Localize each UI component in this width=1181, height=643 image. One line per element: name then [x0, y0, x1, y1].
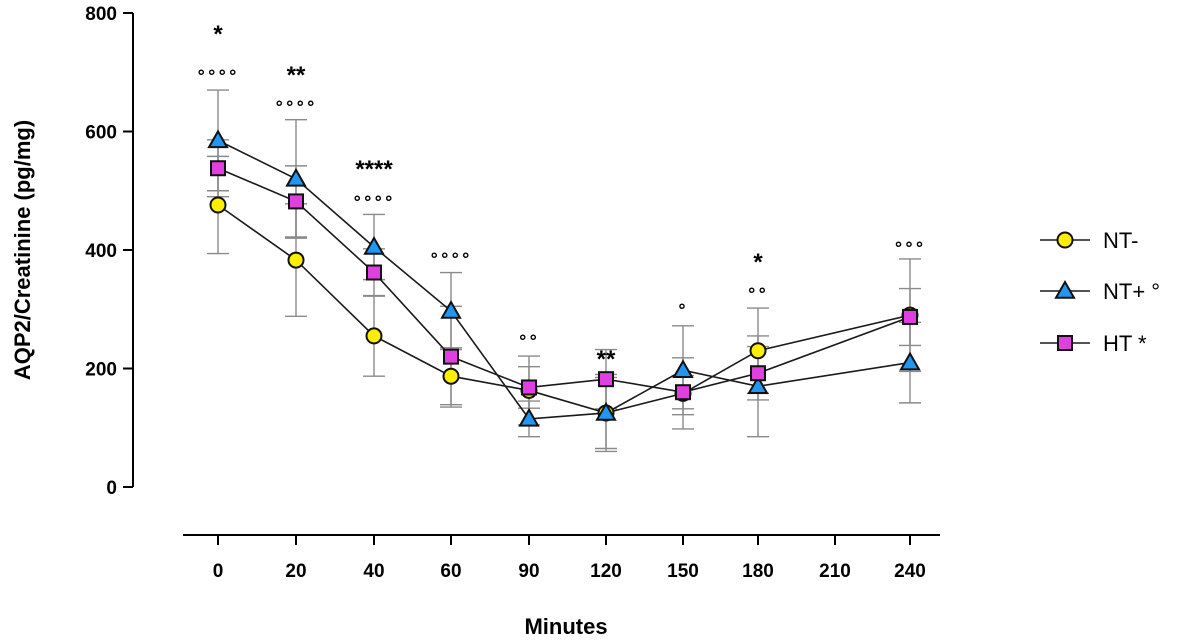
y-tick-label: 200 [85, 360, 117, 381]
legend-label: HT * [1103, 331, 1147, 356]
significance-circles: °° [519, 332, 540, 352]
data-point-nt- [363, 236, 385, 255]
axes: 0 200 400 600 800 0 20 40 60 90 120 150 180 210 240 [85, 4, 940, 582]
legend-marker [1057, 335, 1073, 351]
data-point-ht [521, 379, 537, 396]
significance-circles: °°°° [197, 67, 239, 87]
x-tick-label: 60 [440, 561, 461, 582]
legend: NT- NT+ ° HT * [1040, 228, 1160, 356]
data-point-ht [366, 264, 382, 281]
x-tick-label: 120 [590, 561, 622, 582]
error-bars [207, 89, 921, 453]
data-point-ht [210, 160, 226, 177]
significance-circles: °°°° [353, 193, 395, 213]
data-point-nt- [207, 129, 229, 149]
significance-circles: °°°° [430, 250, 472, 270]
x-tick-label: 90 [518, 561, 539, 582]
significance-stars: **** [355, 156, 393, 183]
significance-annotations: *°°°° **°°°°****°°°°°°°°°°**°*°°°°° [197, 21, 926, 373]
data-point-ht [750, 365, 766, 382]
y-tick-label: 800 [85, 4, 117, 25]
significance-stars: * [753, 249, 763, 276]
x-tick-label: 180 [742, 561, 774, 582]
significance-stars: ** [287, 62, 306, 89]
data-point-nt- [209, 196, 227, 214]
x-tick-label: 0 [213, 561, 224, 582]
data-point-ht [598, 371, 614, 388]
series-line-nt- [217, 139, 911, 420]
significance-stars: ** [597, 346, 616, 373]
significance-circles: °°°° [275, 98, 317, 118]
legend-marker [1054, 279, 1076, 299]
series-line-nt- [217, 204, 911, 414]
x-tick-label: 20 [285, 561, 306, 582]
y-tick-label: 400 [85, 241, 117, 262]
series-markers [207, 129, 921, 427]
data-point-nt- [747, 375, 769, 395]
data-point-ht [443, 348, 459, 365]
x-tick-label: 40 [363, 561, 384, 582]
y-tick-label: 600 [85, 123, 117, 144]
y-tick-label: 0 [106, 478, 117, 499]
data-point-nt- [365, 327, 383, 345]
data-point-nt- [749, 342, 767, 360]
data-point-ht [288, 193, 304, 210]
legend-item-nt-: NT- [1040, 228, 1138, 253]
x-tick-label: 150 [667, 561, 699, 582]
legend-label: NT- [1103, 228, 1138, 253]
data-point-nt- [440, 300, 462, 319]
significance-stars: * [213, 21, 223, 48]
legend-item-ht: HT * [1040, 331, 1147, 356]
significance-circles: ° [678, 301, 689, 321]
legend-label: NT+ ° [1103, 279, 1160, 304]
data-point-nt- [442, 367, 460, 385]
data-point-nt- [285, 167, 307, 187]
significance-circles: °°° [894, 239, 926, 259]
y-axis-title: AQP2/Creatinine (pg/mg) [10, 120, 35, 380]
significance-circles: °° [748, 285, 769, 305]
legend-marker [1056, 231, 1074, 249]
x-axis-title: Minutes [524, 614, 607, 639]
data-point-ht [902, 308, 918, 325]
series-lines [217, 139, 911, 420]
data-point-nt- [672, 359, 694, 379]
data-point-nt- [518, 407, 540, 427]
data-point-nt- [287, 251, 305, 269]
legend-item-nt-: NT+ ° [1040, 279, 1160, 304]
data-point-nt- [595, 401, 617, 421]
x-tick-label: 240 [894, 561, 926, 582]
x-tick-label: 210 [819, 561, 851, 582]
data-point-ht [675, 384, 691, 401]
data-point-nt- [899, 351, 921, 371]
